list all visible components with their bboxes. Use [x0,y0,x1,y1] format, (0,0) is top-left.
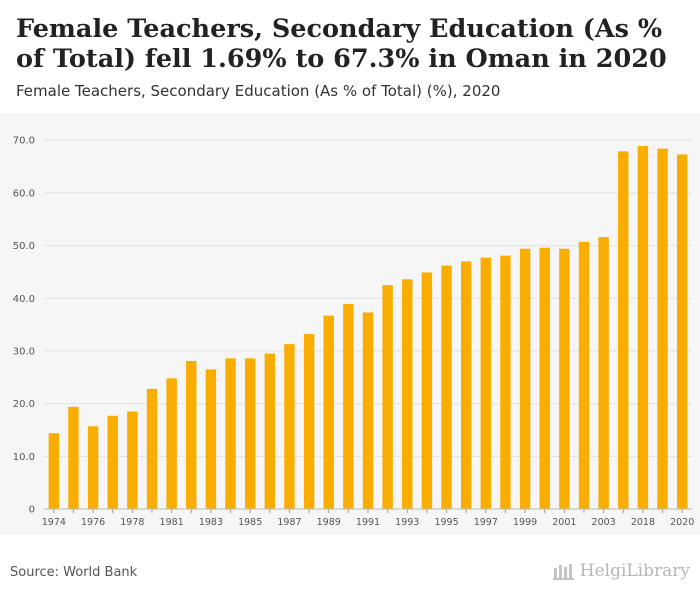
bar-chart: 010.020.030.040.050.060.070.0 1974 1976 19… [13,136,695,528]
x-tick-label: 1991 [356,517,380,528]
bar-1986[interactable] [264,353,276,509]
bar-1979[interactable] [146,388,158,509]
chart-subtitle: Female Teachers, Secondary Education (As… [16,82,501,100]
x-tick-label: 1976 [81,517,105,528]
bar-1996[interactable] [460,261,472,509]
bar-2001[interactable] [559,248,570,510]
y-tick-label: 30.0 [13,346,35,357]
bar-1982[interactable] [186,360,197,509]
y-tick-label: 40.0 [13,294,35,305]
chart-area: 0 10.0 20.0 30.0 40.0 50.0 60.0 70.0 1974 1976 19… [0,113,700,535]
y-tick-label: 70.0 [13,136,35,147]
bar-1993[interactable] [402,279,413,509]
bar-1984[interactable] [225,358,236,509]
chart-title: Female Teachers, Secondary Education (As… [16,14,667,74]
x-tick-label: 1983 [199,517,223,528]
bars [48,146,688,510]
x-tick-label: 1997 [474,517,498,528]
y-axis-ticks: 0 10.0 20.0 30.0 40.0 50.0 60.0 70.0 [13,136,35,516]
bar-1997[interactable] [480,257,492,509]
x-tick-label: 2001 [552,517,576,528]
bar-2002[interactable] [578,241,590,510]
x-tick-label: 1989 [317,517,341,528]
bar-1989[interactable] [323,315,334,509]
bar-1999[interactable] [519,248,531,510]
bar-1981[interactable] [166,378,177,509]
bar-1976[interactable] [87,426,99,509]
x-tick-label: 1974 [42,517,66,528]
footer: Source: World Bank HelgiLibrary [0,535,700,596]
bar-1988[interactable] [303,334,315,509]
x-tick-label: 1987 [277,517,301,528]
source-note: Source: World Bank [10,565,138,580]
x-tick-label: 2018 [631,517,655,528]
y-tick-label: 0 [29,505,35,516]
x-tick-label: 2020 [670,517,694,528]
bar-2019[interactable] [657,148,668,509]
bar-2000[interactable] [539,247,550,509]
bar-1975[interactable] [68,406,79,509]
bar-2003[interactable] [598,237,609,510]
y-tick-label: 20.0 [13,399,35,410]
bar-1990[interactable] [343,304,354,509]
bar-1994[interactable] [421,272,433,509]
bar-1992[interactable] [382,285,393,509]
bar-2020[interactable] [676,154,688,509]
brand-logo[interactable]: HelgiLibrary [552,561,690,581]
y-tick-label: 10.0 [13,452,35,463]
bar-1974[interactable] [48,433,60,509]
bar-2018[interactable] [637,146,649,509]
brand-name: HelgiLibrary [579,561,690,581]
y-tick-label: 60.0 [13,188,35,199]
bar-1991[interactable] [362,312,374,509]
x-axis-ticks: 1974 1976 1978 1981 1983 1985 1987 1989 1991 1993… [42,508,694,528]
x-tick-label: 1995 [434,517,458,528]
bar-1977[interactable] [107,415,118,509]
x-tick-label: 1993 [395,517,419,528]
x-tick-label: 1999 [513,517,537,528]
x-tick-label: 1985 [238,517,262,528]
bar-1978[interactable] [127,411,138,509]
bar-1998[interactable] [500,255,511,509]
x-tick-label: 1981 [160,517,184,528]
bar-1983[interactable] [205,369,217,509]
x-tick-label: 2003 [592,517,616,528]
bar-2004[interactable] [618,151,629,509]
bar-1987[interactable] [284,344,295,509]
x-tick-label: 1978 [120,517,144,528]
bar-1995[interactable] [441,265,452,509]
bar-1985[interactable] [244,358,256,509]
library-building-icon [552,564,574,580]
y-tick-label: 50.0 [13,241,35,252]
